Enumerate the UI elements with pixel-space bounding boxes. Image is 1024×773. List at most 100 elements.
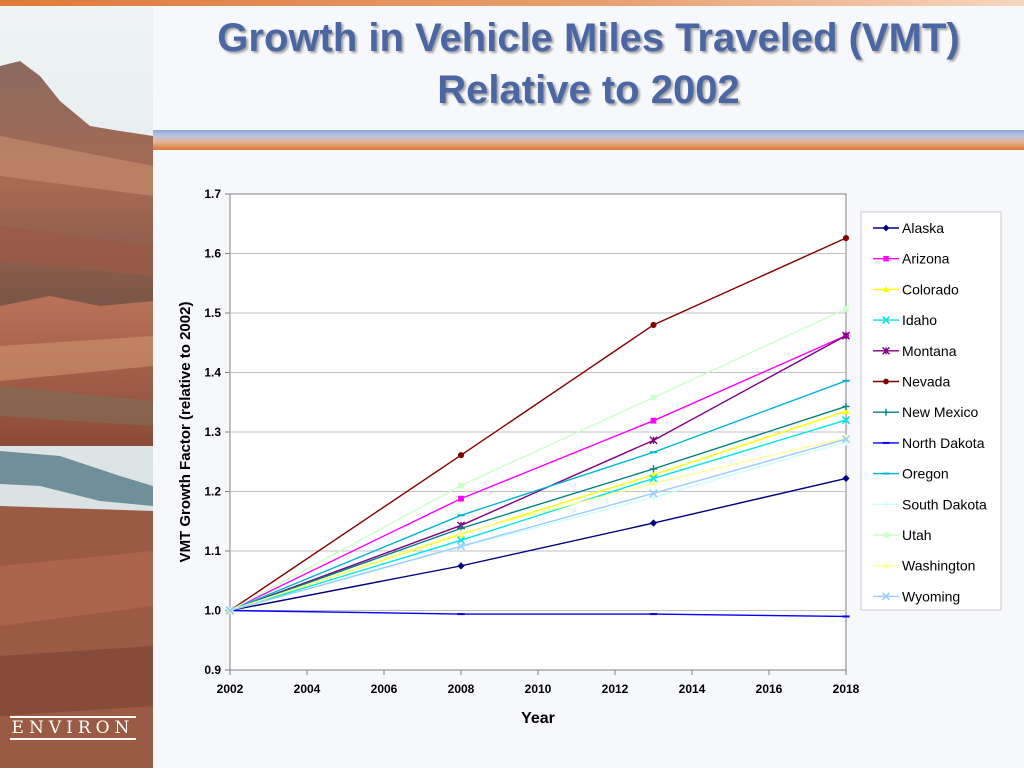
data-point — [883, 532, 889, 538]
legend-item: Alaska — [873, 220, 944, 236]
x-tick-label: 2002 — [217, 682, 244, 696]
title-line-2: Relative to 2002 — [437, 68, 740, 112]
legend-label: Nevada — [902, 374, 950, 390]
legend-label: Washington — [902, 558, 975, 574]
legend-item: Colorado — [873, 281, 959, 297]
series-lines — [225, 234, 851, 618]
x-axis-label: Year — [521, 710, 555, 727]
legend-item: Arizona — [873, 251, 950, 267]
legend-label: Colorado — [902, 281, 959, 297]
y-tick-label: 1.7 — [204, 187, 221, 201]
data-point — [882, 592, 890, 601]
series-line — [229, 437, 847, 612]
series-line — [229, 237, 847, 612]
series-line — [229, 477, 847, 612]
data-point — [649, 465, 658, 473]
slide-title: Growth in Vehicle Miles Traveled (VMT) R… — [153, 12, 1024, 116]
y-axis-ticks: 0.9 1.0 1.1 1.2 1.3 1.4 1.5 1.6 1.7 — [204, 187, 230, 677]
y-tick-label: 0.9 — [204, 663, 221, 677]
legend-label: Wyoming — [902, 588, 960, 604]
y-tick-label: 1.1 — [204, 544, 221, 558]
data-point — [225, 606, 235, 615]
data-point — [649, 436, 658, 445]
x-tick-label: 2004 — [294, 682, 321, 696]
legend-item: North Dakota — [873, 435, 985, 451]
y-tick-label: 1.3 — [204, 425, 221, 439]
data-point — [649, 493, 658, 502]
data-point — [649, 519, 658, 527]
legend-item: Washington — [873, 558, 975, 574]
data-point — [841, 434, 851, 444]
series-line — [229, 438, 847, 612]
environ-logo: ENVIRON — [8, 714, 138, 742]
y-tick-label: 1.0 — [204, 604, 221, 618]
series-idaho — [225, 415, 851, 615]
legend-item: South Dakota — [873, 496, 987, 512]
x-tick-label: 2018 — [833, 682, 860, 696]
data-point — [842, 234, 850, 242]
x-axis-ticks: 2002 2004 2006 2008 2010 2012 2014 2016 2018 — [217, 670, 860, 696]
data-point — [649, 474, 658, 483]
legend-box — [860, 211, 1002, 611]
legend-item: Idaho — [873, 312, 937, 328]
x-tick-label: 2016 — [756, 682, 783, 696]
x-tick-label: 2012 — [602, 682, 629, 696]
series-line — [229, 609, 847, 618]
legend: Alaska Arizona Colorado Idaho Montana Nevada N… — [873, 220, 987, 604]
series-line — [229, 380, 847, 612]
logo-frame — [10, 716, 136, 740]
top-accent-bar — [0, 0, 1024, 6]
x-tick-label: 2010 — [525, 682, 552, 696]
data-point — [882, 408, 890, 416]
legend-item: Nevada — [873, 374, 950, 390]
data-point — [882, 286, 890, 293]
data-point — [456, 542, 466, 551]
data-point — [458, 495, 464, 502]
y-tick-label: 1.5 — [204, 306, 221, 320]
data-point — [882, 346, 890, 355]
y-tick-label: 1.6 — [204, 247, 221, 261]
legend-item: Utah — [873, 527, 932, 543]
y-tick-label: 1.4 — [204, 366, 221, 380]
series-line — [229, 419, 847, 612]
legend-label: Idaho — [902, 312, 937, 328]
legend-label: South Dakota — [902, 496, 987, 512]
data-point — [650, 321, 657, 328]
data-point — [649, 479, 658, 487]
data-point — [842, 474, 850, 483]
gridlines — [230, 253, 846, 611]
data-point — [458, 482, 464, 489]
data-point — [457, 452, 465, 459]
legend-label: Arizona — [902, 251, 950, 267]
x-tick-label: 2006 — [371, 682, 398, 696]
legend-label: Alaska — [902, 220, 944, 236]
vmt-chart: 0.9 1.0 1.1 1.2 1.3 1.4 1.5 1.6 1.7 2002 2004 2006… — [153, 150, 1024, 768]
y-axis-label: VMT Growth Factor (relative to 2002) — [177, 302, 194, 563]
y-tick-label: 1.2 — [204, 485, 221, 499]
x-tick-label: 2008 — [448, 682, 475, 696]
data-point — [843, 305, 849, 312]
series-line — [229, 405, 847, 612]
legend-label: Utah — [902, 527, 932, 543]
data-point — [882, 500, 890, 508]
data-point — [882, 562, 890, 569]
data-point — [882, 316, 890, 325]
legend-item: Wyoming — [873, 588, 960, 604]
series-wyoming — [225, 434, 851, 615]
x-tick-label: 2014 — [679, 682, 706, 696]
legend-item: New Mexico — [873, 404, 978, 420]
chart-svg: 0.9 1.0 1.1 1.2 1.3 1.4 1.5 1.6 1.7 2002 2004 2006… — [177, 187, 1002, 727]
logo-text: ENVIRON — [11, 718, 135, 738]
canyon-photo — [0, 6, 153, 768]
data-point — [649, 489, 658, 498]
data-point — [650, 417, 657, 424]
legend-label: Montana — [902, 343, 957, 359]
legend-label: New Mexico — [902, 404, 978, 420]
data-point — [841, 331, 851, 340]
data-point — [457, 529, 465, 537]
data-point — [882, 224, 890, 232]
data-point — [883, 255, 889, 262]
title-line-1: Growth in Vehicle Miles Traveled (VMT) — [217, 16, 960, 60]
data-point — [650, 394, 657, 401]
data-point — [842, 407, 850, 415]
